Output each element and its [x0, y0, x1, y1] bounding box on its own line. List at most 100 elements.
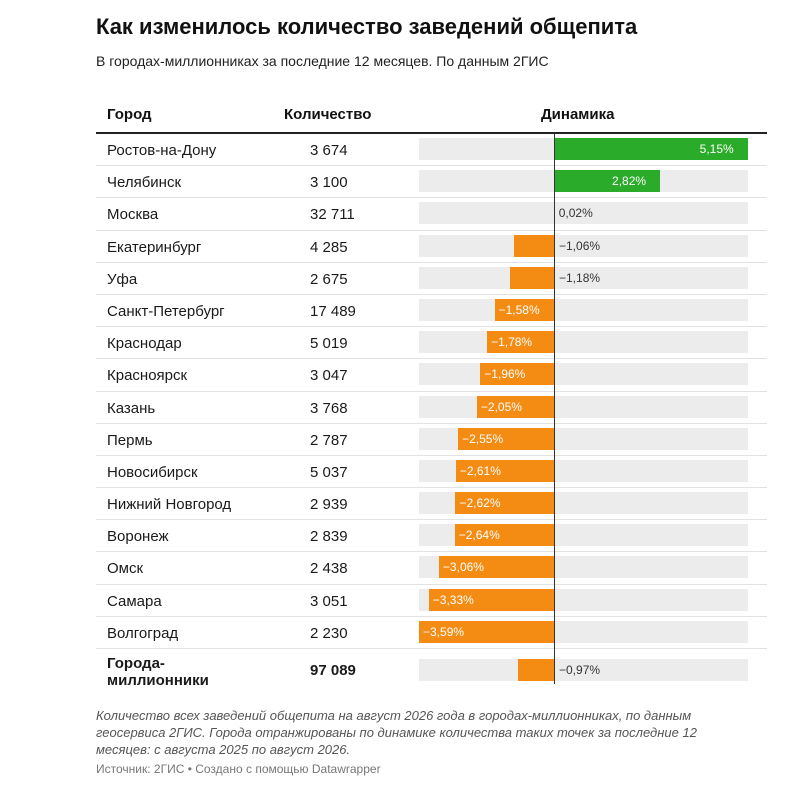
- dynamics-bar: [554, 170, 661, 193]
- dynamics-label: −2,05%: [480, 399, 522, 414]
- city-name: Ростов-на-Дону: [107, 142, 217, 159]
- dynamics-label: 5,15%: [699, 142, 734, 156]
- dynamics-label: 2,82%: [612, 174, 647, 189]
- dynamics-track: −3,33%: [419, 588, 748, 611]
- column-header-dynamics[interactable]: Динамика: [541, 106, 615, 123]
- table-row: Челябинск 3 100 2,82%: [96, 166, 767, 199]
- dynamics-bar: [438, 556, 554, 579]
- dynamics-bar: [455, 459, 554, 482]
- dynamics-bar: [476, 395, 554, 418]
- dynamics-label: −1,18%: [559, 270, 601, 285]
- city-name: Красноярск: [107, 367, 188, 385]
- city-name: Казань: [107, 399, 156, 417]
- venue-count: 3 100: [310, 174, 348, 192]
- dynamics-label: −1,96%: [484, 367, 526, 382]
- dynamics-track: −2,62%: [419, 492, 748, 515]
- dynamics-bar: [480, 363, 554, 386]
- chart-subtitle: В городах-миллионниках за последние 12 м…: [96, 53, 549, 69]
- city-name: Омск: [107, 560, 144, 578]
- dynamics-track: −2,55%: [419, 427, 748, 450]
- dynamics-track: −1,06%: [419, 234, 748, 257]
- city-name: Уфа: [107, 270, 138, 288]
- dynamics-bar: [419, 620, 554, 643]
- chart-title: Как изменилось количество заведений обще…: [96, 14, 638, 39]
- dynamics-label: −2,55%: [462, 431, 504, 446]
- table-row: Краснодар 5 019 −1,78%: [96, 327, 767, 360]
- venue-count: 3 051: [310, 592, 348, 610]
- venue-count: 3 047: [310, 367, 348, 385]
- city-name: Пермь: [107, 431, 153, 449]
- dynamics-label: −3,06%: [442, 560, 484, 575]
- table-header: Город Количество Динамика: [96, 100, 767, 134]
- dynamics-label: −1,58%: [498, 302, 540, 317]
- city-name: Волгоград: [107, 624, 179, 642]
- dynamics-label: −3,59%: [423, 624, 465, 639]
- dynamics-track: −1,96%: [419, 363, 748, 386]
- city-name: Краснодар: [107, 335, 182, 353]
- dynamics-track: −1,58%: [419, 298, 748, 321]
- venue-count: 2 939: [310, 496, 348, 514]
- dynamics-track: 2,82%: [419, 170, 748, 193]
- dynamics-label: 0,02%: [558, 206, 593, 221]
- dynamics-track: −2,05%: [419, 395, 748, 418]
- dynamics-bar: [517, 659, 554, 681]
- dynamics-track: −1,78%: [419, 331, 748, 354]
- dynamics-track: −0,97%: [419, 659, 748, 681]
- dynamics-label: −1,78%: [491, 335, 533, 350]
- venue-count: 32 711: [310, 206, 355, 224]
- table-row: Нижний Новгород 2 939 −2,62%: [96, 488, 767, 521]
- dynamics-track: −3,59%: [419, 620, 748, 643]
- dynamics-bar: [455, 492, 554, 515]
- city-name: Нижний Новгород: [107, 496, 232, 514]
- table-row: Ростов-на-Дону 3 674 5,15%: [96, 134, 767, 167]
- zero-line: [554, 134, 555, 684]
- dynamics-label: −2,62%: [459, 496, 501, 511]
- column-header-city[interactable]: Город: [107, 106, 152, 123]
- dynamics-label: −0,97%: [559, 663, 601, 677]
- table-row: Омск 2 438 −3,06%: [96, 552, 767, 585]
- table-row: Санкт-Петербург 17 489 −1,58%: [96, 295, 767, 328]
- dynamics-label: −2,64%: [458, 528, 500, 543]
- city-name: Новосибирск: [107, 463, 198, 481]
- table-body: Ростов-на-Дону 3 674 5,15% Челябинск 3 100 2,…: [96, 134, 767, 691]
- venue-count: 4 285: [310, 238, 348, 256]
- table-row: Уфа 2 675 −1,18%: [96, 263, 767, 295]
- venue-count: 5 037: [310, 463, 348, 481]
- city-name: Воронеж: [107, 528, 169, 546]
- dynamics-track: 5,15%: [419, 138, 748, 160]
- table-row: Москва 32 711 0,02%: [96, 198, 767, 231]
- venue-count: 2 438: [310, 560, 348, 578]
- dynamics-bar: [494, 298, 554, 321]
- venue-count: 5 019: [310, 335, 348, 353]
- total-row: Города-миллионники 97 089 −0,97%: [96, 649, 767, 691]
- venue-count: 2 787: [310, 431, 348, 449]
- city-name: Санкт-Петербург: [107, 302, 225, 320]
- table-row: Волгоград 2 230 −3,59%: [96, 617, 767, 649]
- table-row: Казань 3 768 −2,05%: [96, 392, 767, 424]
- dynamics-label: −2,61%: [459, 463, 501, 478]
- city-name: Самара: [107, 592, 162, 610]
- dynamics-label: −1,06%: [559, 238, 601, 253]
- dynamics-bar: [458, 427, 554, 450]
- table-row: Пермь 2 787 −2,55%: [96, 424, 767, 456]
- city-name: Москва: [107, 206, 159, 224]
- city-name: Города-миллионники: [107, 655, 209, 689]
- table-row: Воронеж 2 839 −2,64%: [96, 520, 767, 553]
- city-name: Челябинск: [107, 174, 182, 192]
- dynamics-bar: [514, 234, 554, 257]
- dynamics-bar: [428, 588, 554, 611]
- source-line: Источник: 2ГИС • Создано с помощью Dataw…: [96, 762, 381, 776]
- venue-count: 3 674: [310, 142, 348, 159]
- venue-count: 97 089: [310, 662, 356, 679]
- venue-count: 2 230: [310, 624, 348, 642]
- dynamics-bar: [454, 524, 554, 547]
- venue-count: 2 675: [310, 270, 348, 288]
- footnote: Количество всех заведений общепита на ав…: [96, 708, 697, 757]
- dynamics-track: −2,61%: [419, 459, 748, 482]
- table-row: Красноярск 3 047 −1,96%: [96, 359, 767, 392]
- column-header-count[interactable]: Количество: [284, 106, 372, 123]
- dynamics-track: −3,06%: [419, 556, 748, 579]
- dynamics-track: −1,18%: [419, 266, 748, 289]
- dynamics-bar: [509, 266, 554, 289]
- dynamics-bar: [554, 138, 748, 160]
